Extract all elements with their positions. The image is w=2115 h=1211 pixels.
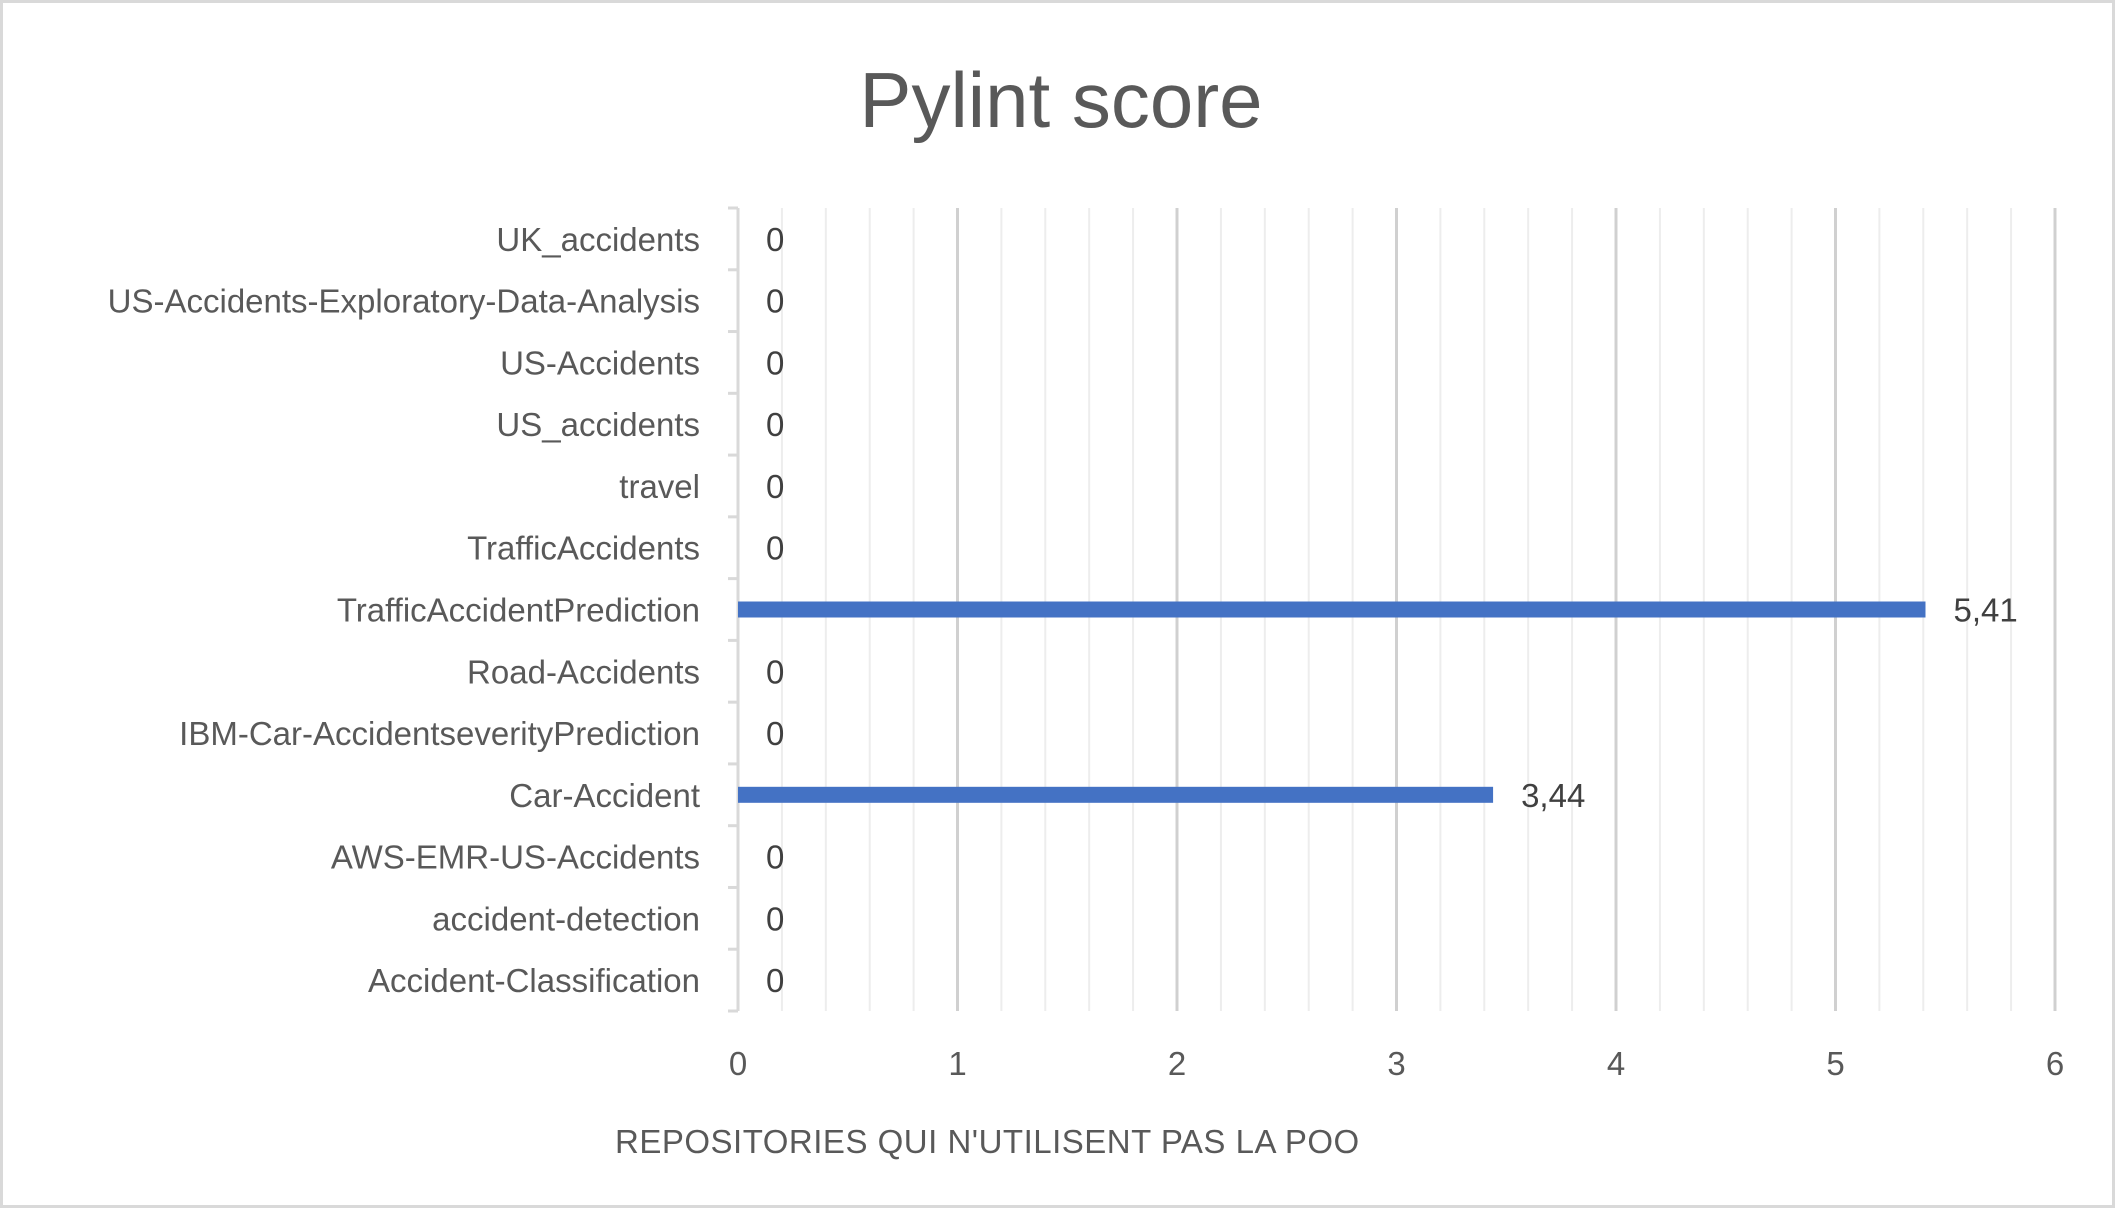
x-tick-label: 4 (1607, 1045, 1625, 1082)
bar (738, 601, 1926, 618)
category-label: AWS-EMR-US-Accidents (331, 839, 700, 876)
x-tick-label: 5 (1826, 1045, 1844, 1082)
x-axis-title: REPOSITORIES QUI N'UTILISENT PAS LA POO (615, 1123, 1360, 1160)
bar-chart: 0 1 2 3 4 5 6 UK_accidents 0 US-Accidents-Explora… (108, 56, 2065, 1160)
bar (738, 786, 1494, 803)
data-label: 0 (766, 406, 784, 443)
category-label: travel (619, 468, 700, 505)
x-tick-label: 1 (948, 1045, 966, 1082)
category-label: UK_accidents (496, 221, 700, 258)
category-label: TrafficAccidentPrediction (337, 592, 700, 629)
x-tick-label: 3 (1387, 1045, 1405, 1082)
data-label: 0 (766, 468, 784, 505)
chart-title: Pylint score (859, 56, 1262, 144)
data-label: 0 (766, 715, 784, 752)
category-label: TrafficAccidents (467, 530, 700, 567)
data-label: 0 (766, 283, 784, 320)
labels: 0 1 2 3 4 5 6 UK_accidents 0 US-Accidents-Explora… (108, 221, 2065, 1082)
x-tick-label: 0 (729, 1045, 747, 1082)
data-label: 0 (766, 962, 784, 999)
data-label: 0 (766, 221, 784, 258)
data-label: 0 (766, 344, 784, 381)
category-label: Road-Accidents (467, 653, 700, 690)
data-label: 0 (766, 900, 784, 937)
data-label: 0 (766, 839, 784, 876)
data-label: 0 (766, 530, 784, 567)
category-axis (728, 206, 740, 1013)
x-tick-label: 6 (2046, 1045, 2064, 1082)
bars (738, 601, 1926, 803)
category-label: US-Accidents-Exploratory-Data-Analysis (108, 283, 700, 320)
data-label: 5,41 (1953, 592, 2017, 629)
category-label: US-Accidents (500, 344, 700, 381)
category-label: US_accidents (496, 406, 700, 443)
category-label: accident-detection (432, 900, 700, 937)
data-label: 3,44 (1521, 777, 1585, 814)
data-label: 0 (766, 653, 784, 690)
category-label: Car-Accident (509, 777, 700, 814)
category-label: Accident-Classification (368, 962, 700, 999)
x-tick-label: 2 (1168, 1045, 1186, 1082)
category-label: IBM-Car-AccidentseverityPrediction (179, 715, 700, 752)
